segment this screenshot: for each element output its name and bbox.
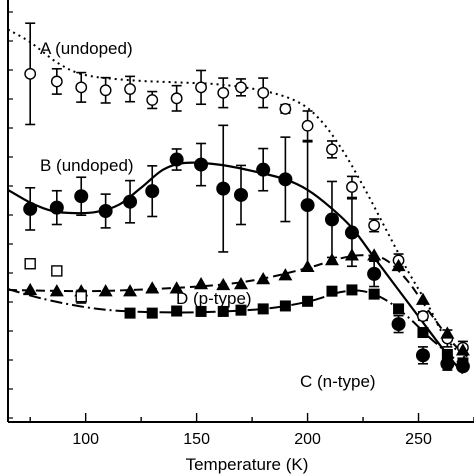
filled-circle-point [169, 152, 184, 167]
filled-square-point [368, 288, 380, 300]
filled-square-point [441, 348, 453, 360]
data-markers [23, 67, 470, 374]
open-circle-point [195, 81, 207, 94]
series-label-c: C (n-type) [300, 372, 376, 391]
open-circle-point [124, 83, 136, 95]
filled-circle-point [440, 356, 455, 371]
filled-triangle-point [324, 252, 339, 266]
open-square-point [75, 290, 87, 303]
filled-circle-point [98, 204, 113, 218]
open-square-point [24, 258, 36, 270]
filled-triangle-point [455, 343, 470, 356]
filled-circle-point [194, 157, 209, 172]
x-tick-label: 100 [72, 431, 99, 448]
filled-square-point [393, 303, 405, 315]
fit-curve-c [7, 288, 468, 371]
filled-square-point [235, 304, 247, 316]
filled-circle-point [391, 317, 406, 332]
filled-triangle-point [145, 281, 160, 294]
filled-square-point [302, 295, 314, 307]
open-square-point [51, 265, 63, 277]
x-axis-title: Temperature (K) [186, 455, 309, 474]
open-circle-point [99, 84, 112, 97]
filled-square-point [257, 303, 269, 315]
open-circle-point [326, 143, 338, 156]
filled-triangle-point [415, 292, 430, 305]
filled-triangle-point [440, 326, 455, 339]
open-circle-point [75, 81, 88, 94]
filled-circle-point [278, 172, 293, 187]
filled-triangle-point [367, 248, 382, 261]
filled-circle-point [23, 201, 38, 216]
filled-triangle-point [98, 284, 113, 297]
x-tick-label: 200 [294, 431, 321, 448]
series-label-d: D (p-type) [176, 289, 252, 308]
x-ticks: 100 150 200 250 [29, 413, 474, 448]
open-circle-point [170, 92, 183, 105]
filled-triangle-point [391, 258, 406, 272]
filled-circle-point [367, 266, 382, 281]
x-tick-label: 150 [183, 431, 210, 448]
open-circle-point [257, 86, 270, 99]
filled-triangle-point [300, 259, 315, 272]
open-circle-point [217, 86, 230, 99]
filled-circle-point [234, 187, 248, 202]
series-label-a: A (undoped) [40, 39, 133, 58]
open-circle-point [301, 119, 314, 132]
filled-triangle-point [278, 268, 293, 281]
filled-circle-point [123, 194, 138, 209]
filled-circle-point [415, 348, 430, 363]
filled-triangle-point [234, 277, 248, 290]
open-circle-point [24, 67, 37, 80]
filled-circle-point [49, 200, 64, 215]
filled-triangle-point [169, 281, 184, 294]
filled-triangle-point [194, 277, 209, 290]
filled-circle-point [324, 212, 339, 227]
filled-square-point [279, 300, 291, 312]
filled-circle-point [256, 162, 271, 177]
filled-circle-point [344, 225, 359, 240]
filled-square-point [195, 305, 207, 317]
open-circle-point [146, 94, 159, 106]
filled-square-point [326, 285, 338, 297]
filled-triangle-point [23, 282, 38, 296]
filled-triangle-point [49, 284, 64, 297]
open-circle-point [417, 310, 429, 322]
filled-square-point [171, 305, 183, 317]
open-circle-point [368, 219, 381, 232]
filled-square-point [124, 307, 136, 319]
filled-circle-point [216, 181, 231, 196]
filled-circle-point [74, 189, 89, 204]
filled-square-point [417, 327, 429, 339]
filled-square-point [457, 357, 469, 369]
filled-square-point [346, 284, 358, 296]
open-circle-point [346, 181, 358, 193]
fit-curve-b [7, 161, 464, 375]
filled-triangle-point [344, 248, 359, 261]
series-label-b: B (undoped) [40, 156, 134, 175]
filled-triangle-point [256, 271, 271, 285]
open-circle-point [50, 75, 63, 88]
filled-triangle-point [216, 277, 231, 291]
x-tick-label: 250 [405, 431, 432, 448]
open-circle-point [235, 81, 247, 94]
open-circle-point [279, 102, 292, 115]
filled-circle-point [300, 198, 315, 213]
filled-triangle-point [123, 284, 138, 297]
filled-circle-point [145, 184, 160, 199]
filled-square-point [146, 307, 158, 319]
filled-square-point [217, 305, 229, 317]
